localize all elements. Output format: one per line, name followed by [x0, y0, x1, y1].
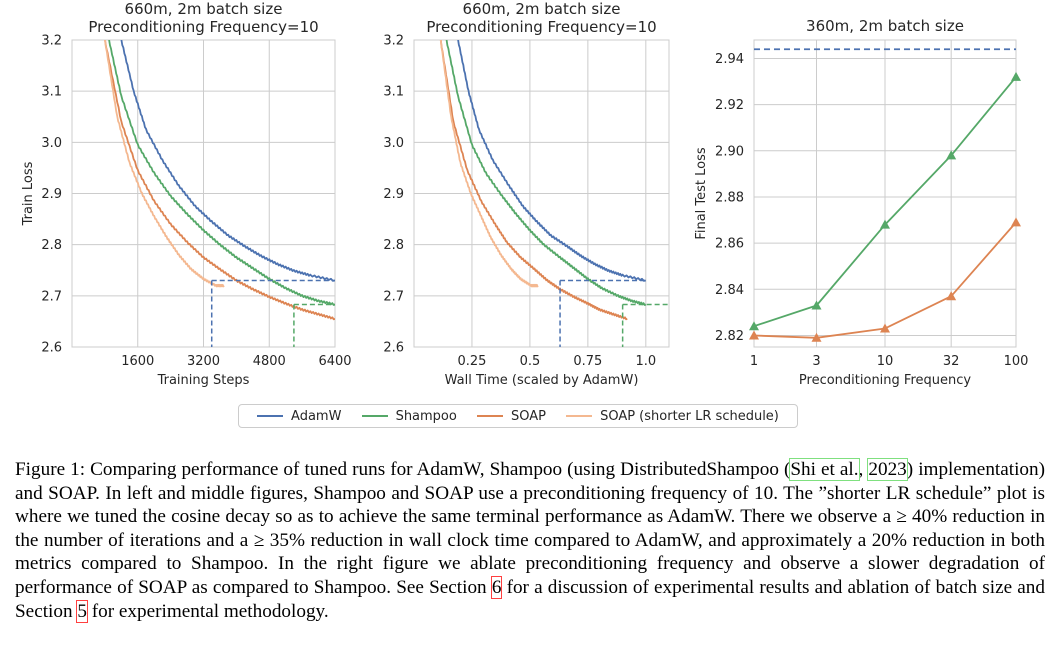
chart-title: 360m, 2m batch size: [806, 17, 964, 35]
y-tick-label: 2.9: [41, 187, 62, 202]
chart-panel-1: 1600 3200 4800 6400 2.6 2.7 2.8 2.9 3.0 3.1 3.2 660…: [21, 0, 352, 388]
plot-frame: [413, 39, 670, 348]
legend: AdamW Shampoo SOAP SOAP (shorter LR sche…: [238, 404, 798, 428]
legend-label-soap-short: SOAP (shorter LR schedule): [600, 408, 779, 424]
data-point-soap: [749, 330, 759, 340]
y-tick-label: 2.6: [383, 341, 404, 356]
x-axis-label: Wall Time (scaled by AdamW): [445, 373, 639, 388]
legend-item-soap-short: SOAP (shorter LR schedule): [566, 409, 779, 424]
legend-swatch-adamw: [257, 415, 284, 417]
x-tick-label: 10: [877, 354, 894, 369]
caption-text-1: Figure 1: Comparing performance of tuned…: [15, 459, 791, 480]
caption-text-2: ) implementation) and SOAP. In left and …: [15, 459, 1046, 598]
y-tick-label: 2.90: [715, 144, 744, 159]
plot-area: [104, 40, 335, 347]
citation-link-author[interactable]: Shi et al.: [789, 458, 860, 481]
legend-swatch-soap-short: [566, 415, 593, 417]
x-axis-label: Preconditioning Frequency: [799, 373, 971, 388]
figure-panels: 1600 3200 4800 6400 2.6 2.7 2.8 2.9 3.0 3.1 3.2 660…: [21, 0, 1028, 388]
chart-panel-2: 0.25 0.5 0.75 1.0 2.6 2.7 2.8 2.9 3.0 3.1 3.2 660m,…: [383, 0, 670, 388]
y-tick-label: 3.2: [383, 34, 404, 49]
plot-frame: [71, 39, 336, 348]
caption-text-4: for experimental methodology.: [86, 600, 329, 622]
x-tick-label: 4800: [253, 354, 286, 369]
y-tick-label: 2.88: [715, 190, 744, 205]
x-tick-label: 6400: [318, 354, 351, 369]
data-point-soap: [1011, 217, 1021, 227]
x-tick-label: 0.5: [520, 354, 541, 369]
y-tick-label: 2.6: [41, 341, 62, 356]
chart-title: Preconditioning Frequency=10: [88, 18, 318, 36]
y-tick-label: 2.86: [715, 237, 744, 252]
section-link-5[interactable]: 5: [76, 599, 88, 623]
legend-item-shampoo: Shampoo: [361, 408, 457, 424]
legend-label-shampoo: Shampoo: [395, 408, 457, 424]
data-point-soap: [811, 332, 822, 342]
citation-link-year[interactable]: 2023: [867, 458, 908, 481]
chart-title: 660m, 2m batch size: [125, 0, 283, 18]
chart-panel-3: 1 3 10 32 100 2.82 2.84 2.86 2.88 2.90 2.92 2.94 360…: [694, 17, 1028, 388]
plot-area: [439, 40, 669, 347]
series-line-soap-shorter-lr-schedule: [439, 40, 539, 288]
y-tick-label: 2.8: [383, 238, 404, 253]
data-point-shampoo: [749, 321, 759, 331]
y-tick-label: 2.82: [715, 329, 744, 344]
series-line-adamw: [457, 40, 646, 282]
chart-title: 660m, 2m batch size: [463, 0, 621, 18]
y-tick-label: 2.7: [41, 289, 62, 304]
y-axis-label: Final Test Loss: [694, 147, 709, 240]
data-point-shampoo: [880, 219, 890, 229]
data-point-soap: [946, 291, 957, 301]
section-link-6[interactable]: 6: [490, 575, 503, 599]
series-line-shampoo: [108, 40, 335, 306]
x-tick-label: 32: [943, 354, 960, 369]
x-tick-label: 3: [812, 354, 820, 369]
legend-swatch-shampoo: [361, 415, 388, 417]
y-tick-label: 2.92: [715, 98, 744, 113]
y-tick-label: 2.7: [383, 289, 404, 304]
data-point-shampoo: [1011, 71, 1021, 81]
y-tick-label: 2.9: [383, 187, 404, 202]
x-tick-label: 1: [750, 354, 758, 369]
data-point-shampoo: [811, 300, 822, 310]
x-tick-label: 1600: [121, 354, 154, 369]
y-tick-label: 2.84: [715, 283, 744, 298]
legend-label-soap: SOAP: [510, 408, 546, 424]
y-tick-label: 3.1: [41, 85, 62, 100]
x-tick-label: 0.25: [457, 354, 486, 369]
y-tick-label: 3.2: [41, 34, 62, 49]
series-line-soap: [439, 40, 628, 321]
legend-label-adamw: AdamW: [291, 408, 342, 424]
y-tick-label: 3.1: [383, 85, 404, 100]
x-tick-label: 0.75: [573, 354, 602, 369]
x-tick-label: 100: [1004, 354, 1029, 369]
y-axis-label: Train Loss: [21, 161, 36, 226]
legend-item-adamw: AdamW: [257, 409, 341, 424]
series-line-adamw: [120, 40, 335, 282]
citation-separator: ,: [858, 459, 869, 480]
legend-item-soap: SOAP: [476, 408, 546, 424]
y-tick-label: 3.0: [41, 136, 62, 151]
figure-caption: Figure 1: Comparing performance of tuned…: [15, 458, 1045, 623]
y-tick-label: 2.94: [715, 52, 744, 67]
data-point-shampoo: [946, 150, 957, 160]
series-line-shampoo: [445, 40, 647, 306]
caption-text-3: for a discussion of experimental results…: [15, 576, 1045, 622]
x-axis-label: Training Steps: [157, 373, 250, 388]
x-tick-label: 1.0: [635, 354, 656, 369]
x-tick-label: 3200: [187, 354, 220, 369]
legend-swatch-soap: [476, 415, 503, 417]
plot-frame: [753, 39, 1017, 348]
series-line-soap-shorter-lr-schedule: [104, 40, 225, 288]
y-tick-label: 3.0: [383, 136, 404, 151]
data-point-soap: [880, 323, 890, 333]
chart-title: Preconditioning Frequency=10: [426, 18, 656, 36]
y-tick-label: 2.8: [41, 238, 62, 253]
